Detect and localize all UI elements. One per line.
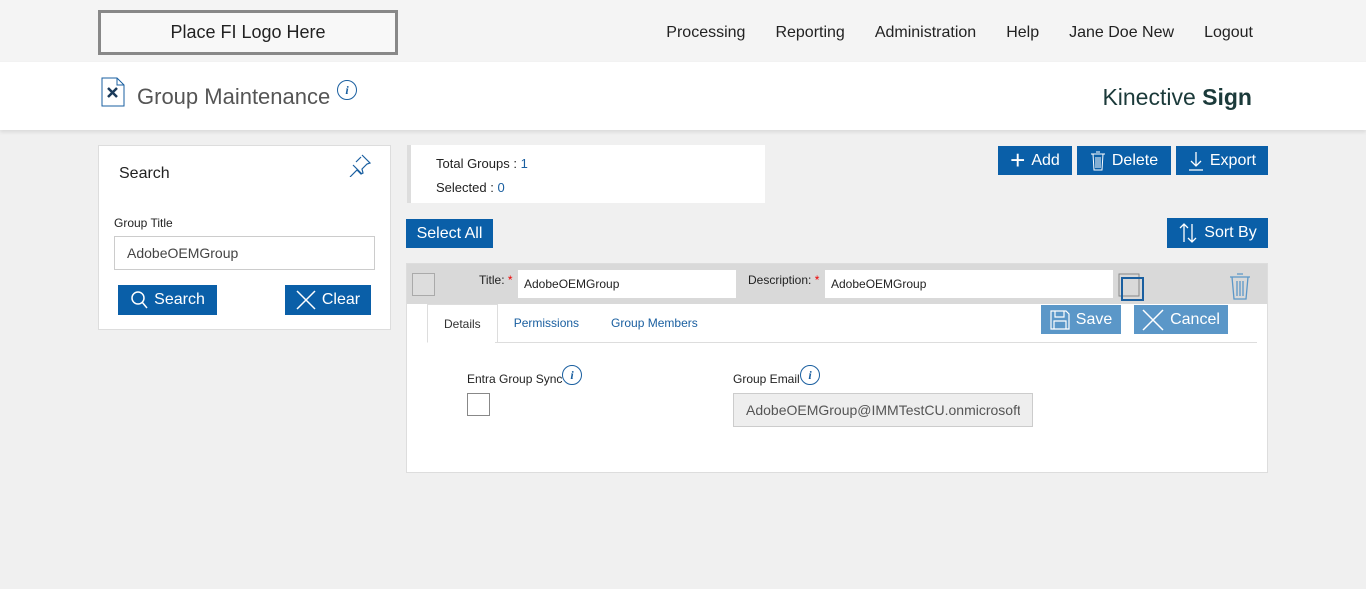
copy-icon[interactable] (1118, 273, 1146, 301)
pin-icon[interactable] (348, 153, 372, 177)
add-button[interactable]: + Add (998, 145, 1072, 175)
plus-icon: + (1010, 145, 1026, 175)
select-all-button[interactable]: Select All (406, 219, 493, 248)
logo-placeholder: Place FI Logo Here (98, 10, 398, 55)
info-icon[interactable]: i (337, 80, 357, 100)
page-header (0, 62, 1366, 130)
description-label: Description: * (748, 273, 820, 287)
search-button[interactable]: Search (118, 285, 217, 315)
group-title-input[interactable] (114, 236, 375, 270)
info-icon[interactable]: i (562, 365, 582, 385)
download-icon (1188, 151, 1203, 171)
nav-reporting[interactable]: Reporting (775, 24, 845, 41)
entra-sync-checkbox[interactable] (467, 393, 490, 416)
group-tabs: Details Permissions Group Members (427, 304, 714, 343)
title-label: Title: * (479, 273, 513, 287)
nav-administration[interactable]: Administration (874, 24, 977, 41)
save-button[interactable]: Save (1041, 305, 1121, 334)
nav-logout[interactable]: Logout (1204, 24, 1253, 41)
cancel-button[interactable]: Cancel (1134, 305, 1228, 334)
tools-document-icon (101, 77, 125, 107)
search-icon (131, 291, 148, 309)
save-icon (1050, 309, 1070, 330)
description-input[interactable] (825, 270, 1113, 298)
delete-button[interactable]: Delete (1077, 146, 1171, 175)
close-icon (296, 290, 316, 310)
trash-icon[interactable] (1229, 273, 1251, 301)
main-nav: Processing Reporting Administration Help… (666, 24, 1253, 42)
brand-logo: Kinective Sign (1102, 84, 1252, 110)
total-groups: 1 (520, 156, 528, 171)
selected-count: 0 (497, 180, 505, 195)
export-button[interactable]: Export (1176, 146, 1268, 175)
nav-help[interactable]: Help (1006, 24, 1040, 41)
search-heading: Search (119, 165, 170, 182)
nav-processing[interactable]: Processing (666, 24, 746, 41)
close-icon (1142, 308, 1164, 331)
nav-user[interactable]: Jane Doe New (1069, 24, 1175, 41)
group-title-label: Group Title (114, 216, 173, 230)
group-email-input[interactable] (733, 393, 1033, 427)
sort-icon (1179, 223, 1197, 243)
tab-group-members[interactable]: Group Members (611, 316, 698, 330)
title-input[interactable] (518, 270, 736, 298)
sort-by-button[interactable]: Sort By (1167, 218, 1268, 248)
tabs-divider (495, 342, 1257, 343)
group-email-label: Group Email (733, 372, 800, 386)
group-stats: Total Groups : 1 Selected : 0 (407, 145, 765, 203)
tab-permissions[interactable]: Permissions (513, 316, 580, 330)
info-icon[interactable]: i (800, 365, 820, 385)
group-select-checkbox[interactable] (412, 273, 435, 296)
page-title: Group Maintenance (137, 84, 331, 109)
clear-button[interactable]: Clear (285, 285, 371, 315)
trash-icon (1090, 151, 1105, 170)
entra-sync-label: Entra Group Sync (467, 372, 563, 386)
tab-details[interactable]: Details (427, 304, 498, 343)
